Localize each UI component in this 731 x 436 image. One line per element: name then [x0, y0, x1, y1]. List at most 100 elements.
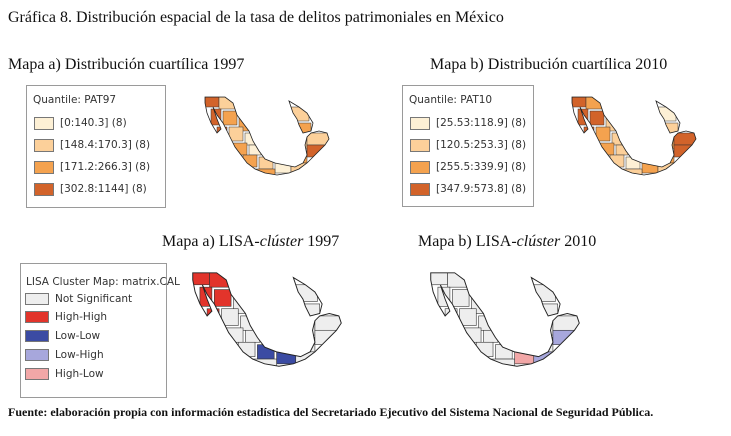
state-region	[468, 277, 491, 295]
state-region	[673, 144, 693, 158]
legend-title: Quantile: PAT10	[409, 94, 493, 106]
state-region	[659, 122, 679, 136]
state-region	[297, 303, 321, 319]
state-region	[261, 332, 275, 345]
state-region	[259, 318, 275, 331]
state-region	[314, 329, 337, 345]
state-region	[257, 344, 275, 360]
state-region	[192, 272, 210, 286]
state-region	[623, 102, 641, 118]
lisa-cluster-map-2010	[430, 272, 580, 367]
state-region	[230, 277, 253, 295]
legend-swatch	[34, 160, 54, 174]
state-region	[292, 122, 312, 136]
legend-label: High-Low	[55, 368, 104, 380]
state-region	[603, 100, 623, 116]
state-region	[629, 146, 641, 158]
state-region	[295, 320, 316, 336]
state-region	[258, 156, 274, 170]
legend-row: High-Low	[25, 367, 104, 381]
state-region	[639, 106, 659, 122]
state-region	[254, 298, 275, 317]
legend-row: Not Significant	[25, 292, 132, 306]
legend-label: [120.5:253.3] (8)	[436, 139, 527, 151]
state-region	[290, 136, 308, 150]
legend-row: [302.8:1144] (8)	[34, 182, 147, 196]
state-region	[290, 150, 308, 164]
state-region	[216, 126, 228, 142]
legend-row: [148.4:170.3] (8)	[34, 138, 150, 152]
state-region	[459, 308, 477, 326]
state-region	[657, 136, 675, 150]
state-region	[430, 272, 448, 286]
state-region	[256, 102, 274, 118]
state-region	[625, 156, 641, 170]
state-region	[492, 279, 513, 298]
state-region	[276, 303, 297, 319]
state-region	[295, 337, 316, 353]
country-outline	[204, 96, 330, 176]
legend-row: [347.9:573.8] (8)	[410, 182, 526, 196]
legend-row: Low-Low	[25, 329, 100, 343]
legend-swatch	[410, 182, 430, 196]
legend-label: [347.9:573.8] (8)	[436, 183, 527, 195]
legend-row: [120.5:253.3] (8)	[410, 138, 526, 152]
legend-swatch	[25, 311, 49, 323]
legend-swatch	[410, 160, 430, 174]
legend-label: [171.2:266.3] (8)	[60, 161, 151, 173]
legend-swatch	[410, 116, 430, 130]
state-region	[245, 329, 261, 343]
legend-label: [0:140.3] (8)	[60, 117, 127, 129]
legend-row: [25.53:118.9] (8)	[410, 116, 526, 130]
legend-label: Not Significant	[55, 293, 133, 305]
state-region	[514, 320, 532, 333]
state-region	[274, 122, 292, 136]
legend-title: LISA Cluster Map: matrix.CAL	[26, 276, 180, 288]
legend-swatch	[34, 138, 54, 152]
state-region	[306, 144, 326, 158]
state-region	[572, 97, 587, 108]
state-region	[236, 100, 256, 116]
state-region	[499, 332, 513, 345]
legend-swatch	[25, 349, 49, 361]
state-region	[228, 126, 244, 142]
state-region	[615, 144, 629, 156]
state-region	[641, 122, 659, 136]
map-title-lisa-2010: Mapa b) LISA-clúster 2010	[418, 233, 597, 250]
legend-swatch	[34, 182, 54, 196]
lisa-cluster-map-1997	[192, 272, 342, 367]
legend-title: Quantile: PAT97	[33, 94, 117, 106]
state-region	[256, 118, 274, 134]
state-region	[222, 110, 238, 126]
state-region	[641, 148, 657, 162]
map-title-quartile-2010: Mapa b) Distribución cuartílica 2010	[430, 56, 668, 73]
legend-label: [302.8:1144] (8)	[60, 183, 147, 195]
legend-row: [0:140.3] (8)	[34, 116, 127, 130]
country-outline	[192, 272, 342, 367]
state-region	[583, 126, 595, 142]
state-region	[627, 134, 641, 146]
state-region	[451, 289, 470, 307]
legend-label: Low-Low	[55, 330, 101, 342]
state-region	[274, 148, 290, 162]
state-region	[213, 289, 232, 307]
legend-row: Low-High	[25, 348, 104, 362]
state-region	[511, 284, 535, 302]
legend-label: Low-High	[55, 349, 104, 361]
state-region	[673, 132, 696, 146]
state-region	[514, 303, 535, 319]
state-region	[276, 320, 294, 333]
legend-label: [25.53:118.9] (8)	[436, 117, 527, 129]
state-region	[495, 344, 513, 360]
state-region	[533, 320, 554, 336]
country-outline	[571, 96, 697, 176]
state-region	[641, 136, 657, 148]
legend-swatch	[410, 138, 430, 152]
state-region	[535, 303, 559, 319]
legend-quartile-2010: Quantile: PAT10 [25.53:118.9] (8) [120.5…	[402, 85, 534, 207]
state-region	[623, 118, 641, 134]
state-region	[248, 144, 262, 156]
state-region	[314, 315, 342, 331]
legend-swatch	[25, 293, 49, 305]
choropleth-map-quartile-2010	[571, 96, 697, 176]
